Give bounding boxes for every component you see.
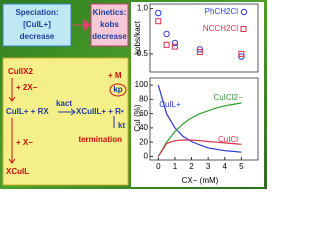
speciation-text: [CuIL+]	[23, 20, 51, 29]
y-tick-label: 20	[139, 137, 148, 146]
y-axis-title: kobs/kact	[133, 20, 142, 55]
scheme-text: CuIL+ + RX	[6, 107, 49, 116]
speciation-note: decrease	[20, 32, 55, 41]
arrow	[73, 18, 91, 32]
point	[238, 50, 245, 57]
kinetics-title: Kinetics:	[93, 8, 127, 17]
point	[155, 9, 162, 17]
line	[157, 102, 242, 157]
plot-frame	[149, 77, 259, 161]
y-tick-label: 40	[139, 123, 148, 132]
plot-frame	[149, 3, 259, 73]
scheme-text: XCuIL	[6, 167, 29, 176]
legend-label: PhCH2Cl	[205, 7, 239, 16]
loop	[109, 83, 127, 97]
x-tick-label: 0	[156, 162, 161, 171]
x-tick-label: 3	[206, 162, 211, 171]
line	[157, 84, 242, 153]
line	[157, 139, 242, 157]
y-tick-label: 60	[139, 109, 148, 118]
legend-label: NCCH2Cl	[203, 24, 238, 33]
y-tick-label: 0	[144, 152, 149, 161]
legend-marker	[240, 26, 247, 32]
scheme-text: termination	[78, 135, 122, 144]
series-label: CuICl	[218, 135, 238, 144]
scheme-arrow	[8, 78, 16, 102]
kinetics-box	[90, 3, 129, 47]
kinetics-text: kobs	[100, 20, 119, 29]
series-label: CuIL+	[159, 100, 181, 109]
scheme-arrow	[58, 108, 76, 116]
scheme-text: XCuIIL+ + R•	[76, 107, 124, 116]
scheme-text: kt	[118, 121, 125, 130]
x-axis-title: CX− (mM)	[182, 176, 219, 185]
y-axis-title: CuI (%)	[133, 104, 142, 131]
scheme-arrow	[8, 118, 16, 164]
speciation-box	[2, 3, 72, 47]
y-tick-label: 100	[135, 80, 149, 89]
point	[163, 30, 170, 38]
point	[171, 39, 179, 47]
speciation-title: Speciation:	[15, 8, 58, 17]
scheme-text: kp	[113, 85, 122, 94]
scheme-text: + 2X−	[16, 83, 38, 92]
point	[155, 18, 162, 25]
x-tick-label: 5	[239, 162, 244, 171]
y-tick-label: 80	[139, 95, 148, 104]
y-tick-label: 1.0	[137, 4, 149, 13]
scheme-box	[2, 57, 129, 186]
series-label: CuICl2−	[213, 93, 242, 102]
scheme-text: + X−	[16, 138, 33, 147]
scheme-text: CuIIX2	[8, 67, 33, 76]
x-tick-label: 2	[189, 162, 194, 171]
point	[196, 49, 203, 56]
chart-panel	[131, 2, 264, 187]
graphical-abstract: Speciation: [CuIL+] decrease Kinetics: k…	[0, 0, 267, 189]
x-tick-label: 1	[173, 162, 178, 171]
scheme-text: kact	[56, 99, 72, 108]
legend-marker	[240, 8, 248, 16]
scheme-text: + M	[108, 71, 122, 80]
y-tick-label: 0.5	[137, 49, 149, 58]
point	[163, 41, 170, 48]
point	[171, 43, 178, 50]
kinetics-note: decrease	[92, 32, 127, 41]
x-tick-label: 4	[223, 162, 228, 171]
